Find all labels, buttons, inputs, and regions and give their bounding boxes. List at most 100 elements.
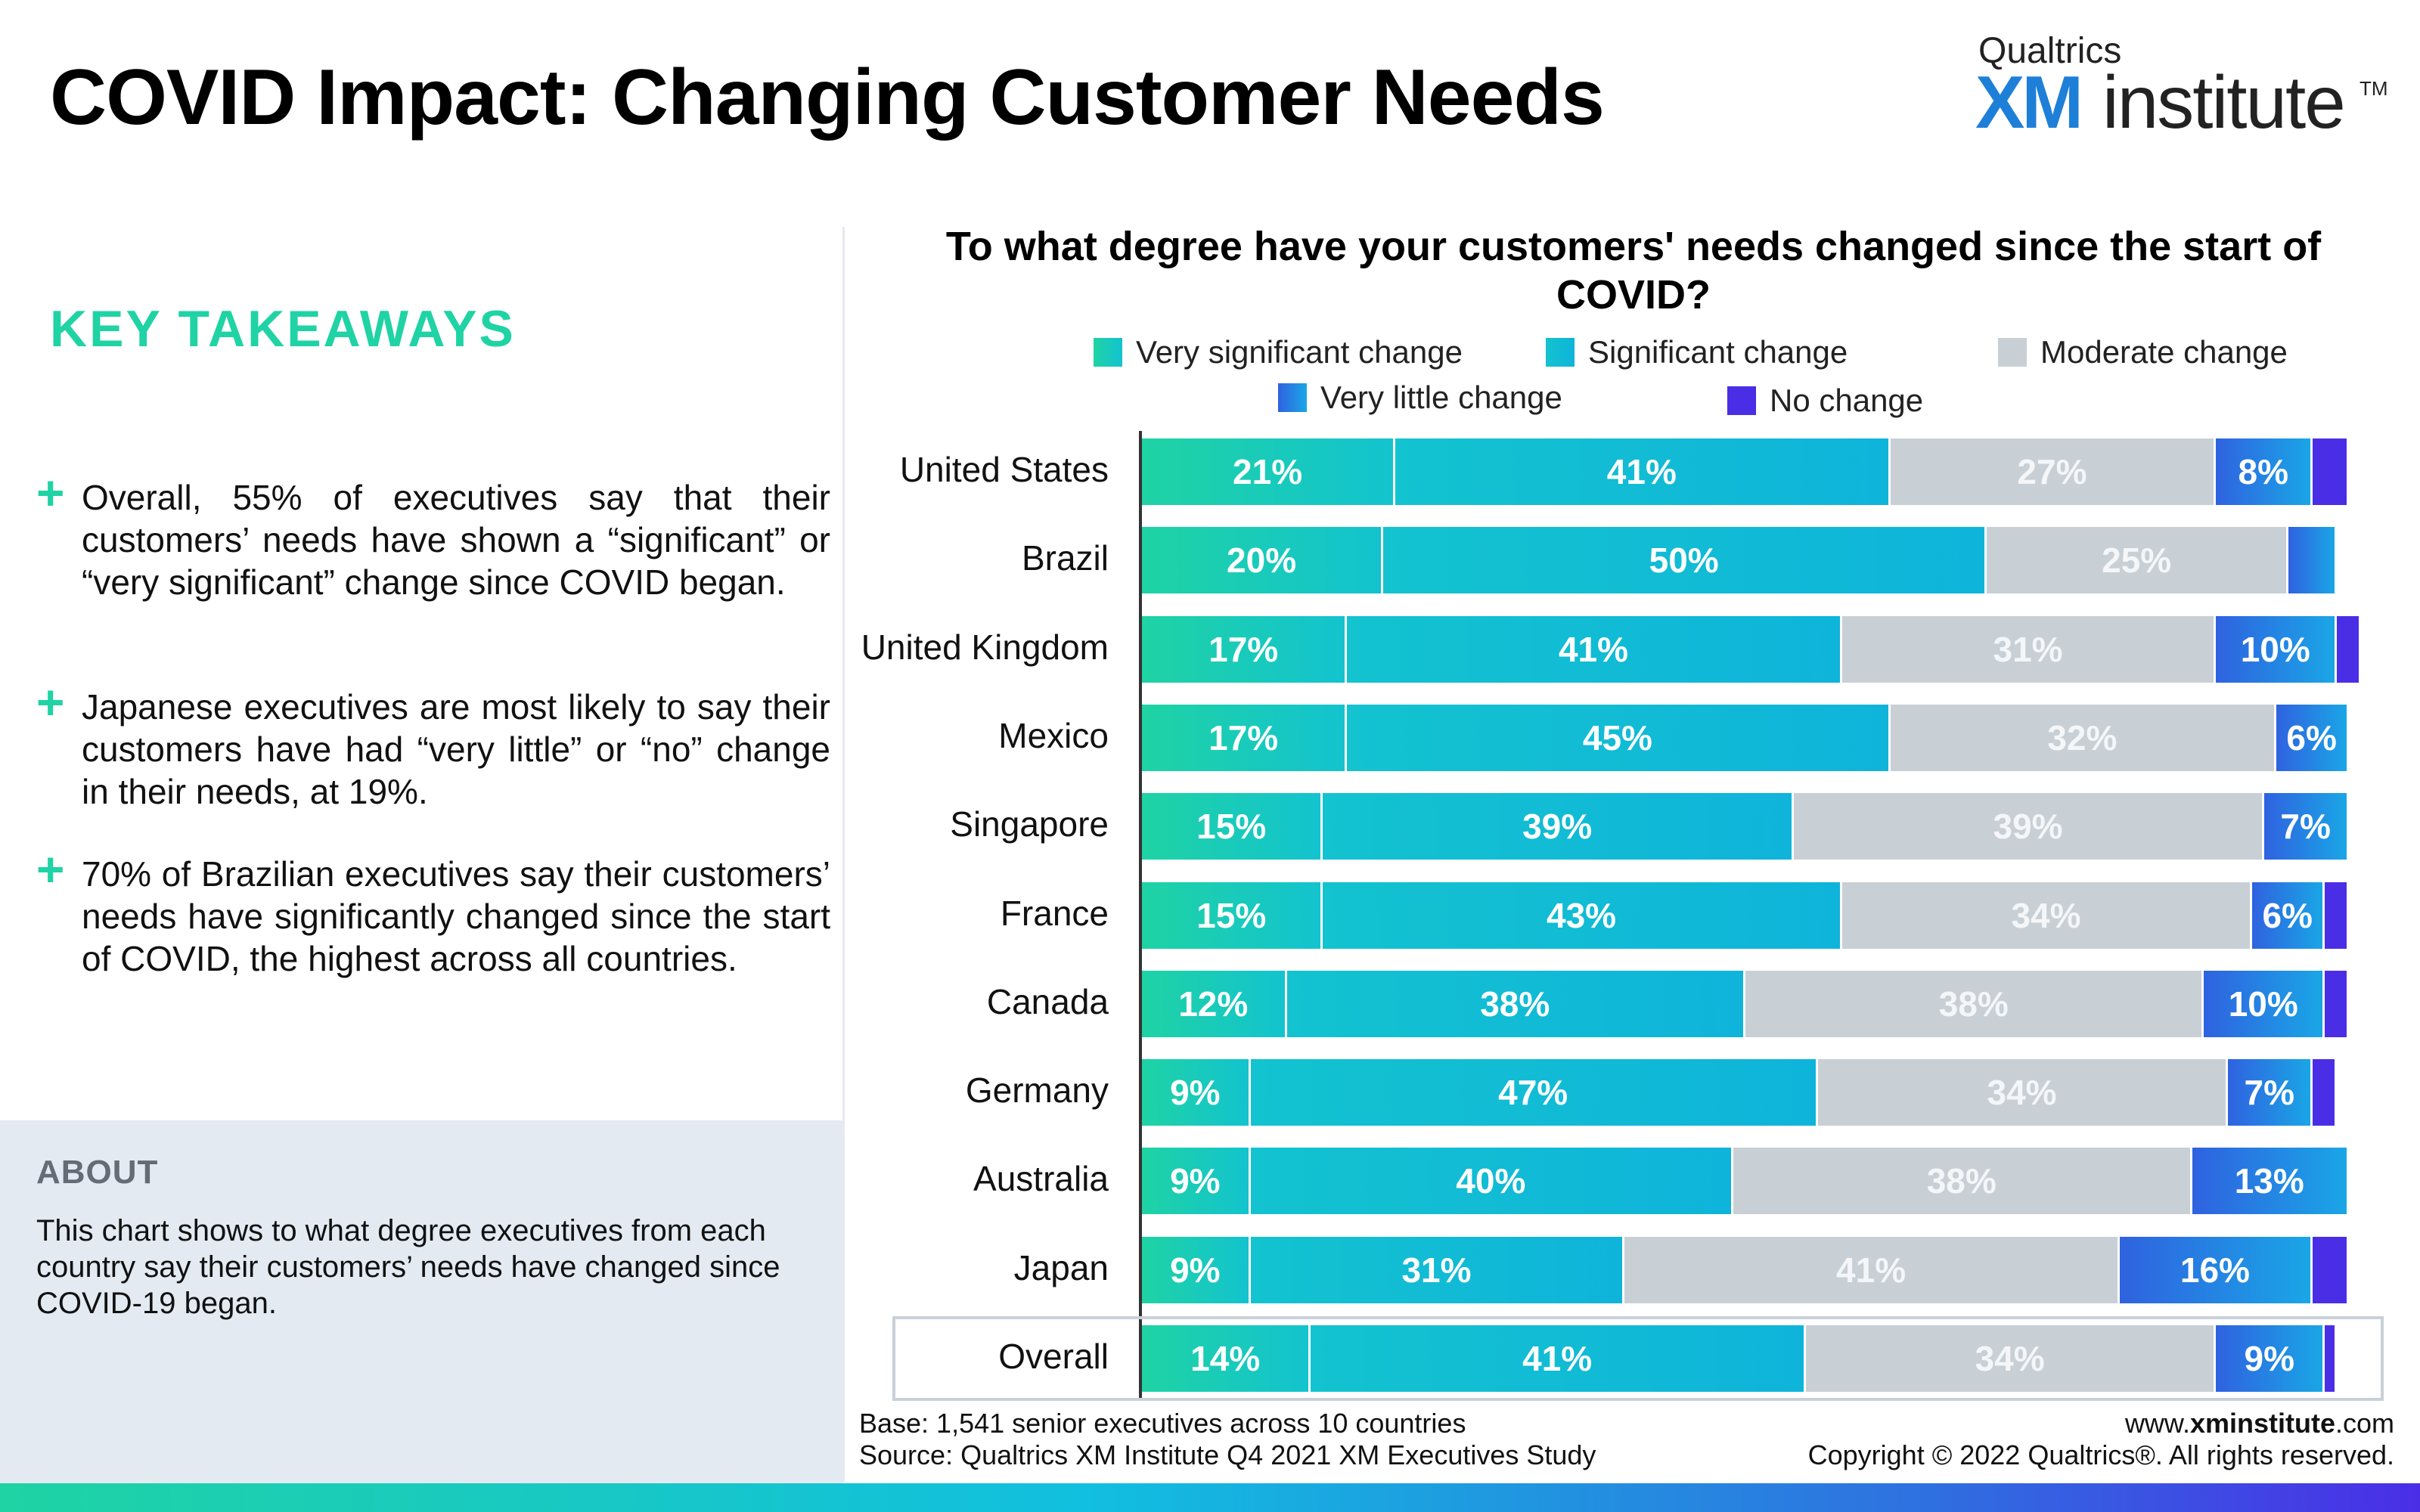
bar-segment-very-significant: 21%	[1142, 438, 1394, 505]
bar-segment-moderate: 34%	[1817, 1059, 2226, 1126]
bar-segment-very-little: 6%	[2276, 704, 2347, 771]
category-label: Overall	[998, 1337, 1109, 1376]
bar-segment-very-significant: 9%	[1142, 1148, 1249, 1215]
bar-segment-significant: 50%	[1383, 527, 1985, 594]
source-note: Source: Qualtrics XM Institute Q4 2021 X…	[859, 1439, 1596, 1470]
bar-segment-very-little: 16%	[2119, 1236, 2311, 1303]
bar-segment-very-significant: 15%	[1142, 793, 1321, 860]
bar-segment-moderate: 27%	[1890, 438, 2214, 505]
bar-segment-very-little: 10%	[2216, 615, 2335, 683]
bar-segment-very-little: 7%	[2228, 1059, 2311, 1126]
bar-segment-significant: 45%	[1347, 704, 1888, 771]
overall-row-highlight	[892, 1316, 2384, 1401]
bar-segment-no-change	[2313, 1059, 2335, 1126]
bar-segment-very-significant: 9%	[1142, 1059, 1249, 1126]
logo-xm-text: XM	[1975, 60, 2083, 144]
legend-label: Significant change	[1588, 334, 1848, 370]
takeaway-text: 70% of Brazilian executives say their cu…	[82, 854, 830, 978]
category-label: Mexico	[998, 715, 1109, 755]
legend-label: Moderate change	[2040, 334, 2288, 370]
bar-segment-very-significant: 12%	[1142, 970, 1285, 1037]
bar-segment-significant: 40%	[1250, 1148, 1732, 1215]
legend-label: No change	[1770, 383, 1924, 418]
bottom-gradient-bar	[0, 1483, 2420, 1512]
bar-segment-significant: 41%	[1395, 438, 1888, 505]
category-label: United States	[899, 450, 1109, 489]
bar-segment-moderate: 31%	[1841, 615, 2214, 683]
copyright-text: Copyright © 2022 Qualtrics®. All rights …	[1807, 1439, 2394, 1470]
bar-segment-very-little	[2288, 527, 2335, 594]
bar-segment-no-change	[2313, 438, 2347, 505]
category-label: France	[1000, 893, 1109, 933]
legend-item-very-significant: Very significant change	[1094, 334, 1463, 370]
legend-swatch	[1727, 386, 1756, 415]
legend-item-moderate: Moderate change	[1998, 334, 2288, 370]
bar-segment-significant: 31%	[1250, 1236, 1623, 1303]
bar-segment-moderate: 41%	[1624, 1236, 2118, 1303]
plus-icon: +	[36, 466, 65, 520]
bar-segment-no-change	[2325, 881, 2347, 949]
bar-segment-very-little: 10%	[2204, 970, 2323, 1037]
bar-segment-very-little: 8%	[2216, 438, 2311, 505]
bar-segment-very-significant: 9%	[1142, 1236, 1249, 1303]
category-label: Canada	[986, 981, 1109, 1021]
bar-segment-moderate: 32%	[1890, 704, 2275, 771]
takeaway-text: Overall, 55% of executives say that thei…	[82, 478, 830, 602]
key-takeaways-heading: KEY TAKEAWAYS	[50, 300, 516, 358]
bar-segment-very-significant: 17%	[1142, 615, 1345, 683]
about-panel: ABOUT This chart shows to what degree ex…	[0, 1120, 842, 1483]
bar-segment-very-significant: 14%	[1142, 1325, 1309, 1392]
legend-item-significant: Significant change	[1546, 334, 1848, 370]
bar-segment-moderate: 39%	[1793, 793, 2263, 860]
legend-swatch	[1998, 338, 2027, 367]
bar-segment-very-significant: 15%	[1142, 881, 1321, 949]
bar-segment-moderate: 38%	[1745, 970, 2202, 1037]
page-title: COVID Impact: Changing Customer Needs	[50, 54, 1605, 141]
bar-segment-significant: 47%	[1250, 1059, 1816, 1126]
bar-segment-significant: 41%	[1347, 615, 1840, 683]
category-label: Australia	[973, 1159, 1109, 1199]
legend-swatch	[1094, 338, 1122, 367]
footer-notes: Base: 1,541 senior executives across 10 …	[859, 1408, 1596, 1471]
bar-segment-no-change	[2337, 615, 2359, 683]
category-label: Germany	[965, 1070, 1109, 1111]
legend-label: Very significant change	[1136, 334, 1463, 370]
takeaway-text: Japanese executives are most likely to s…	[82, 687, 830, 811]
legend-label: Very little change	[1320, 380, 1562, 415]
y-axis-line	[1139, 431, 1142, 1399]
legend-item-no-change: No change	[1727, 383, 1923, 419]
bar-segment-significant: 38%	[1286, 970, 1743, 1037]
bar-segment-very-significant: 17%	[1142, 704, 1345, 771]
bar-segment-moderate: 34%	[1805, 1325, 2214, 1392]
chart-title: To what degree have your customers' need…	[945, 224, 2322, 318]
category-label: Brazil	[1021, 538, 1109, 578]
bar-segment-no-change	[2313, 1236, 2347, 1303]
website-link[interactable]: www.xminstitute.com	[2124, 1408, 2394, 1439]
plus-icon: +	[36, 842, 65, 897]
bar-segment-significant: 41%	[1311, 1325, 1804, 1392]
bar-segment-very-little: 9%	[2216, 1325, 2323, 1392]
bar-segment-no-change	[2325, 1325, 2335, 1392]
bar-segment-moderate: 38%	[1733, 1148, 2190, 1215]
footer-right: www.xminstitute.com Copyright © 2022 Qua…	[1739, 1408, 2394, 1471]
category-label: United Kingdom	[861, 627, 1109, 667]
plus-icon: +	[36, 675, 65, 730]
xm-institute-logo: Qualtrics XM institute TM	[1975, 30, 2388, 144]
legend-swatch	[1278, 383, 1307, 412]
logo-tm-text: TM	[2360, 77, 2388, 100]
legend-item-very-little: Very little change	[1278, 380, 1562, 416]
bar-segment-very-little: 13%	[2192, 1148, 2347, 1215]
category-label: Japan	[1013, 1247, 1109, 1287]
bar-segment-significant: 43%	[1323, 881, 1840, 949]
bar-segment-very-significant: 20%	[1142, 527, 1382, 594]
about-heading: ABOUT	[36, 1154, 159, 1191]
bar-segment-very-little: 6%	[2252, 881, 2323, 949]
bar-segment-no-change	[2325, 970, 2347, 1037]
vertical-divider	[842, 227, 845, 1482]
bar-segment-moderate: 25%	[1987, 527, 2287, 594]
logo-institute-text: institute	[2102, 60, 2346, 144]
bar-segment-significant: 39%	[1323, 793, 1792, 860]
category-label: Singapore	[950, 804, 1109, 844]
logo-qualtrics-text: Qualtrics	[1978, 31, 2122, 71]
legend-swatch	[1546, 338, 1575, 367]
